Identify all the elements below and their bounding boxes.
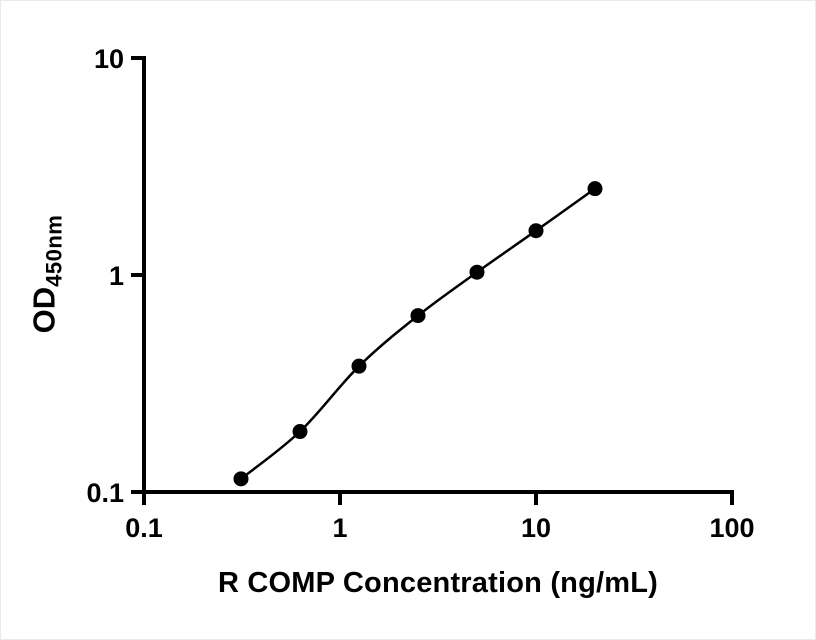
data-point: [528, 223, 544, 239]
data-point: [292, 424, 308, 440]
y-axis-title: OD450nm: [27, 215, 68, 334]
y-tick-label: 0.1: [86, 478, 124, 508]
data-point: [410, 308, 426, 324]
data-point: [351, 358, 367, 374]
y-tick-label: 1: [109, 261, 124, 291]
x-tick-label: 10: [521, 513, 551, 543]
x-tick-label: 0.1: [125, 513, 163, 543]
data-point: [587, 181, 603, 197]
data-point: [233, 471, 249, 487]
x-axis-title: R COMP Concentration (ng/mL): [217, 567, 659, 599]
y-axis-title-sub: 450nm: [41, 214, 67, 287]
data-point: [469, 264, 485, 280]
x-tick-label: 1: [332, 513, 347, 543]
y-tick-label: 10: [94, 44, 124, 74]
y-axis-title-main: OD: [26, 286, 62, 334]
x-tick-label: 100: [709, 513, 754, 543]
axes-line: [142, 56, 734, 494]
